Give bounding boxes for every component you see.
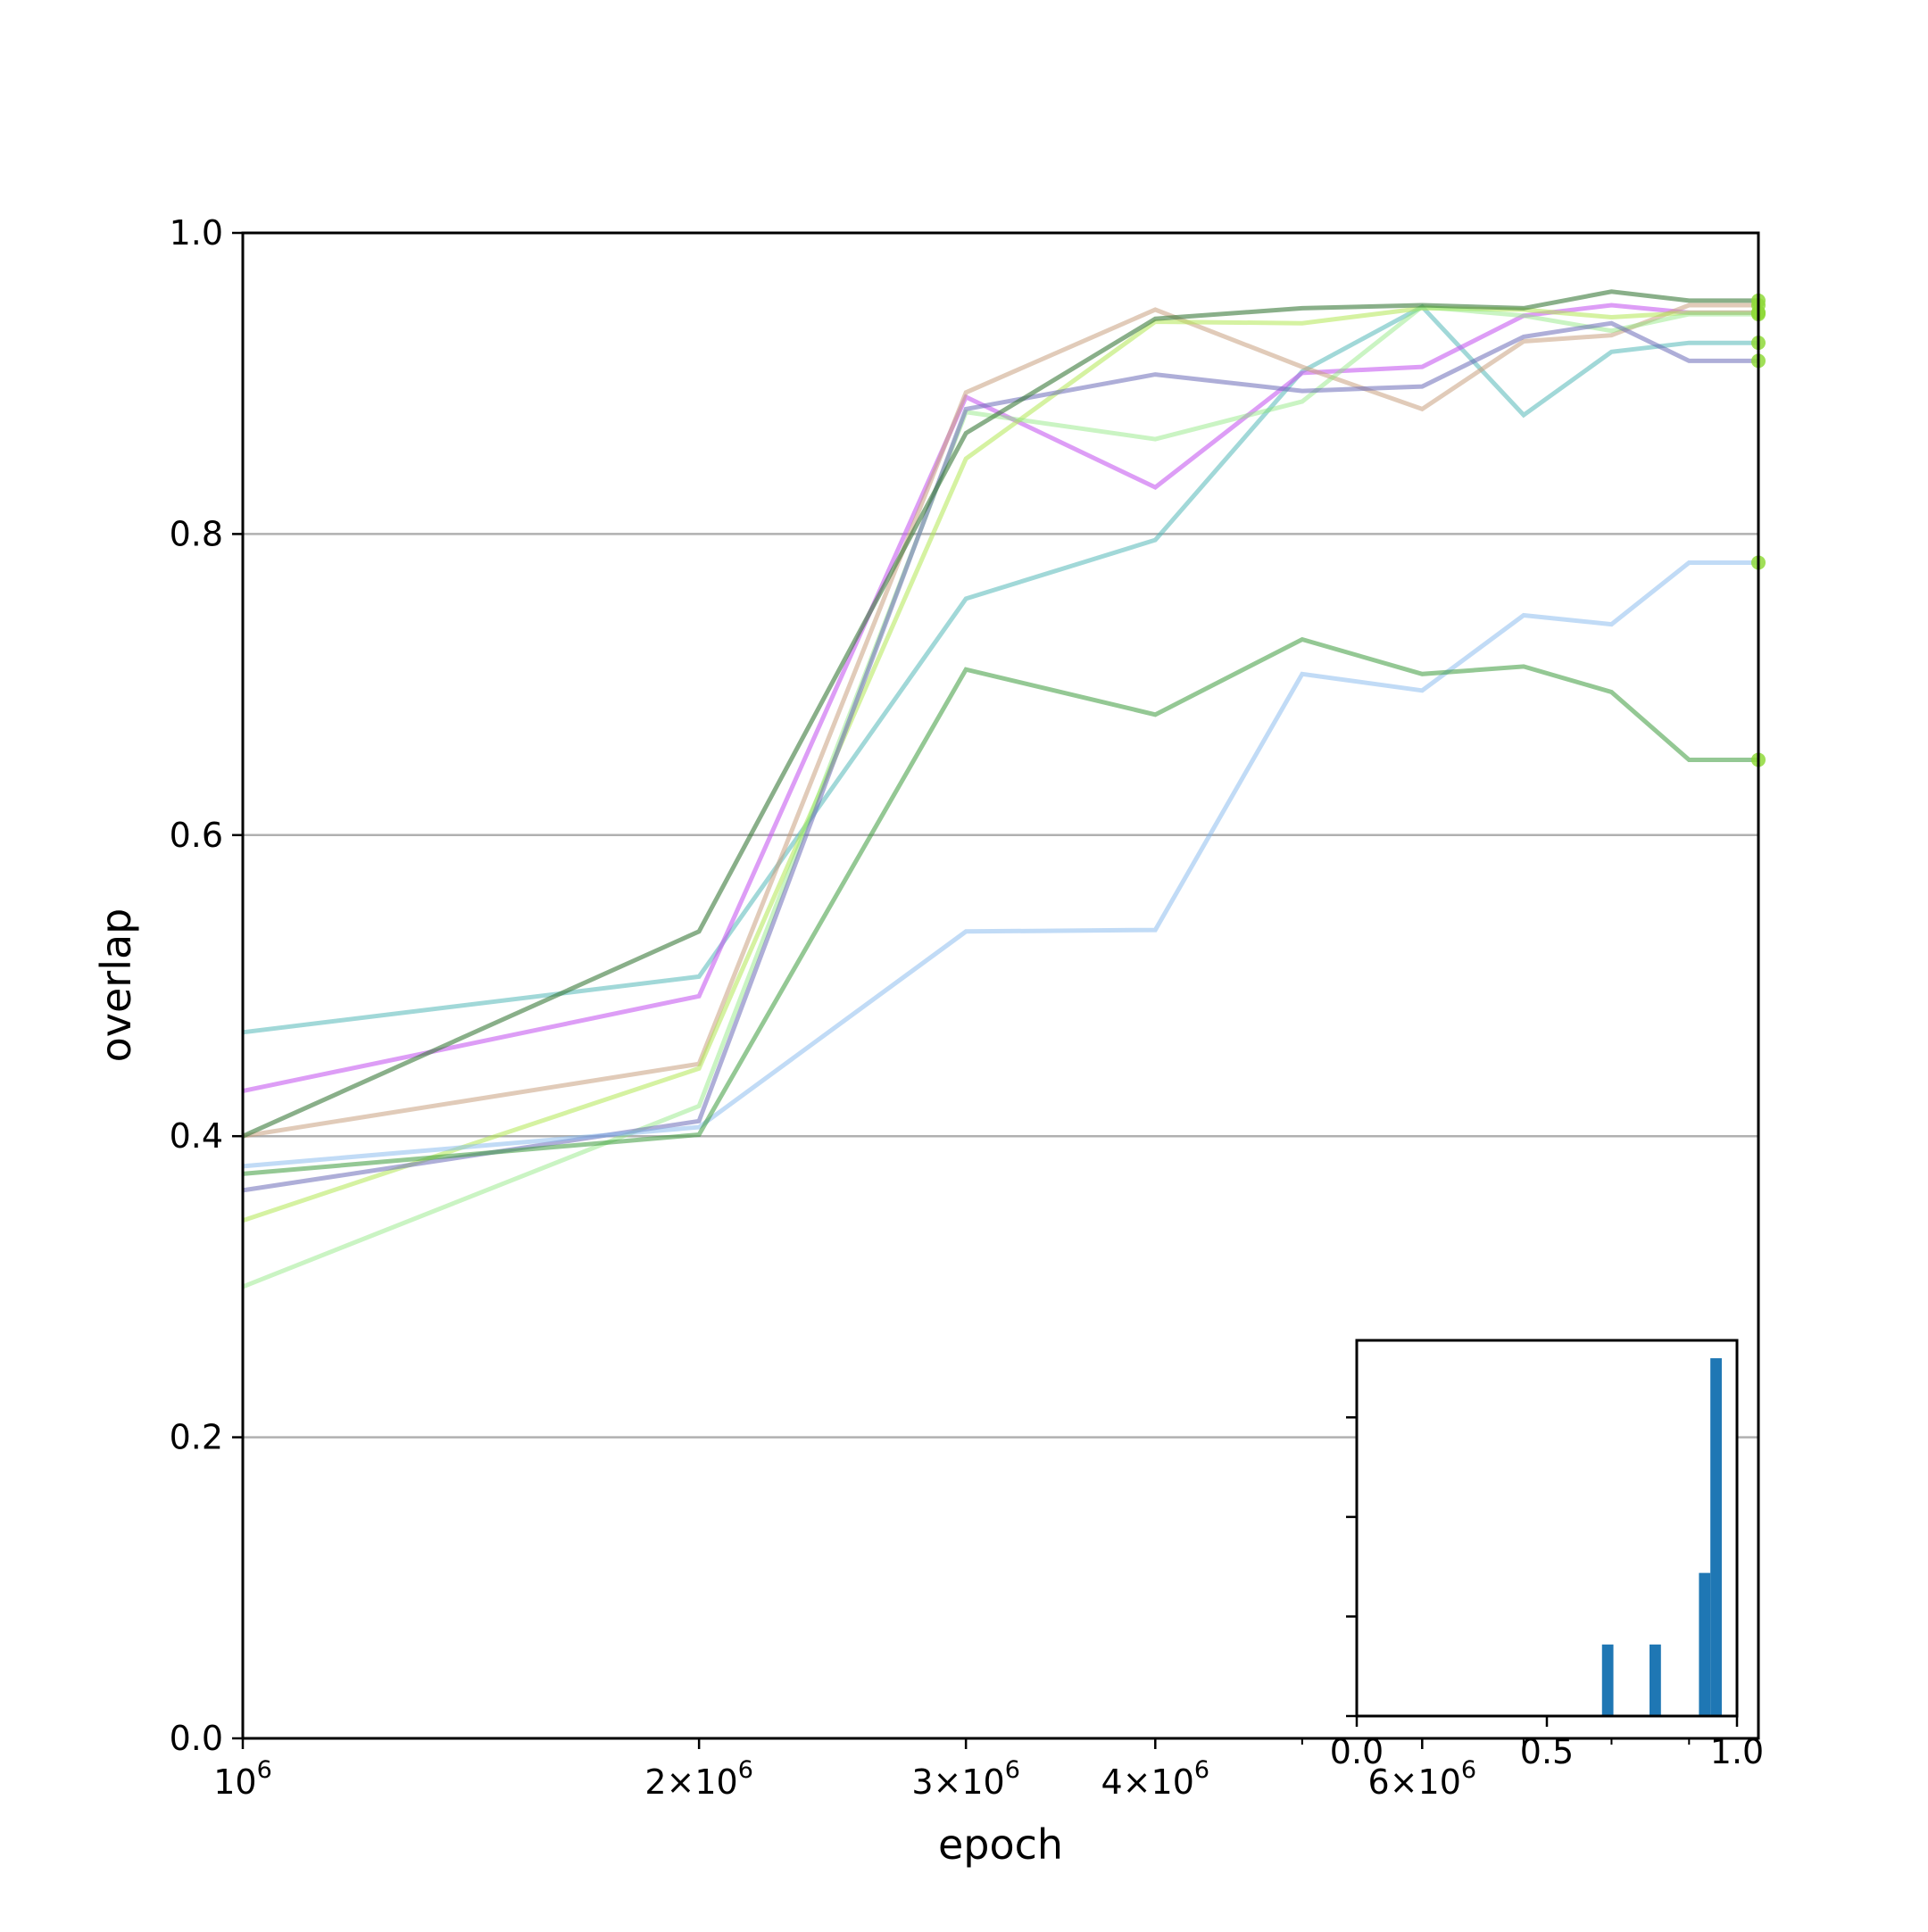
series-line-7 — [242, 560, 1758, 1169]
inset-x-tick-label: 1.0 — [1710, 1732, 1764, 1771]
histogram-bar — [1710, 1358, 1722, 1716]
series-line-9 — [241, 289, 1758, 1139]
inset-y-axis — [1346, 1416, 1357, 1718]
y-tick-label: 0.2 — [170, 1418, 223, 1457]
histogram-bar — [1601, 1644, 1614, 1716]
x-tick-label: 106 — [213, 1756, 272, 1802]
x-tick-label: 4×106 — [1101, 1756, 1210, 1802]
inset-histogram: 0.0 0.5 1.0 — [1330, 1339, 1764, 1771]
histogram-bar — [1699, 1572, 1711, 1716]
inset-background — [1357, 1340, 1737, 1716]
main-x-axis: 106 2×106 3×106 4×106 6×106 — [213, 1738, 1691, 1802]
x-tick-label: 3×106 — [911, 1756, 1020, 1802]
y-axis-label: overlap — [92, 908, 140, 1063]
y-tick-label: 0.4 — [170, 1116, 223, 1156]
main-plot-frame — [241, 231, 1760, 1740]
series-line-2 — [242, 303, 1758, 1094]
histogram-bar — [1650, 1644, 1661, 1716]
y-tick-label: 0.6 — [170, 816, 223, 855]
y-tick-label: 1.0 — [170, 213, 223, 253]
y-tick-label: 0.8 — [170, 514, 223, 553]
inset-bars — [1601, 1358, 1722, 1716]
series-line-6 — [242, 320, 1758, 1193]
main-series-group — [241, 289, 1758, 1289]
inset-x-tick-label: 0.5 — [1520, 1732, 1574, 1771]
series-line-8 — [242, 636, 1758, 1176]
main-y-axis: 0.0 0.2 0.4 0.6 0.8 1.0 — [170, 213, 243, 1758]
x-axis-label: epoch — [938, 1820, 1063, 1869]
series-line-1 — [242, 303, 1758, 1035]
y-tick-label: 0.0 — [170, 1719, 223, 1758]
x-tick-label: 6×106 — [1368, 1756, 1477, 1802]
inset-x-tick-label: 0.0 — [1330, 1732, 1384, 1771]
inset-x-axis: 0.0 0.5 1.0 — [1330, 1716, 1764, 1771]
x-tick-label: 2×106 — [644, 1756, 753, 1802]
